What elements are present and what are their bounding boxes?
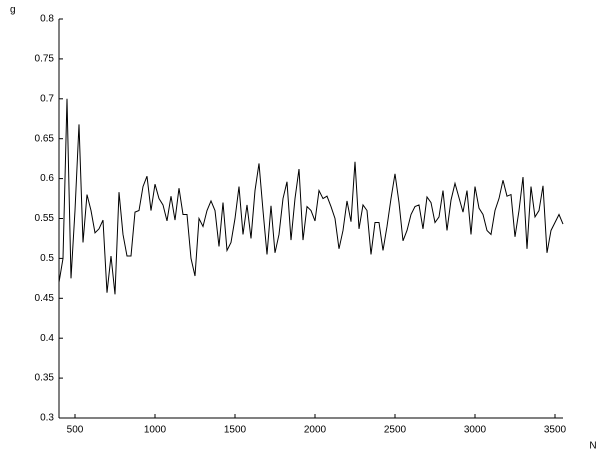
x-tick-label: 2000 <box>304 425 327 436</box>
x-axis-label: N <box>589 441 596 452</box>
y-tick-label: 0.65 <box>35 133 55 144</box>
y-tick-label: 0.8 <box>40 14 54 25</box>
x-tick-label: 3000 <box>464 425 487 436</box>
x-tick-label: 2500 <box>384 425 407 436</box>
y-tick-label: 0.3 <box>40 413 54 424</box>
y-tick-label: 0.4 <box>40 333 54 344</box>
y-tick-label: 0.45 <box>35 293 55 304</box>
x-tick-label: 1500 <box>224 425 247 436</box>
data-line <box>58 98 564 295</box>
y-tick-label: 0.5 <box>40 253 54 264</box>
y-tick-label: 0.35 <box>35 373 55 384</box>
y-tick-label: 0.7 <box>40 93 54 104</box>
x-tick-label: 500 <box>67 425 84 436</box>
x-tick-label: 1000 <box>144 425 167 436</box>
y-tick-label: 0.55 <box>35 213 55 224</box>
x-tick-label: 3500 <box>544 425 567 436</box>
y-tick-label: 0.75 <box>35 54 55 65</box>
y-tick-label: 0.6 <box>40 173 54 184</box>
y-axis-label: g <box>10 5 16 16</box>
